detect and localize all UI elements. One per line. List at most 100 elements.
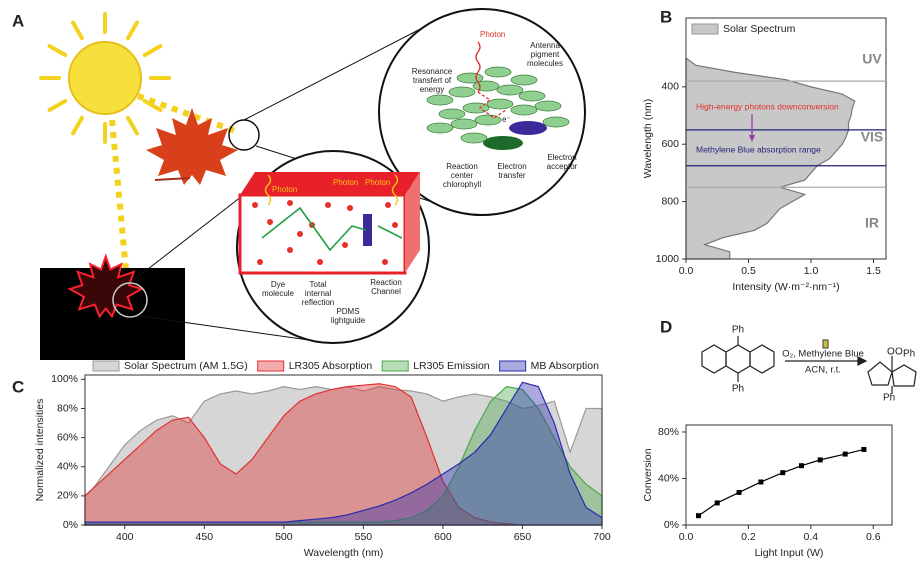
x-tick-label: 0.5 — [741, 265, 756, 277]
x-tick-label: 0.6 — [866, 531, 881, 543]
energy-path — [477, 91, 507, 119]
note: Methylene Blue absorption range — [696, 144, 821, 154]
line — [698, 448, 865, 517]
dye-dot — [287, 247, 293, 253]
label: Reaction Channel — [370, 278, 402, 296]
legend-swatch — [257, 360, 285, 372]
ring — [701, 344, 727, 374]
label: Antenna pigment molecules — [527, 41, 563, 68]
sun-ray — [126, 115, 139, 136]
pigment — [426, 94, 454, 106]
dye-dot — [347, 205, 353, 211]
panel-letter: D — [660, 317, 672, 336]
region-label: IR — [865, 215, 879, 231]
sun-ray — [126, 20, 139, 41]
x-tick-label: 650 — [514, 531, 532, 543]
x-tick-label: 1.0 — [804, 265, 819, 277]
pigment — [510, 74, 538, 86]
legend-label: Solar Spectrum — [723, 23, 796, 35]
sun-ray — [142, 44, 163, 57]
device-leaf — [68, 255, 143, 318]
pigment — [448, 86, 476, 98]
point — [736, 489, 742, 495]
pigment — [460, 132, 488, 144]
plot-frame — [685, 17, 887, 260]
region-label: UV — [862, 51, 882, 67]
sun-ray — [47, 99, 68, 112]
panel-letter: A — [12, 11, 24, 30]
x-tick-label: 700 — [593, 531, 611, 543]
dye-dot — [325, 202, 331, 208]
dye-dot — [317, 259, 323, 265]
conditions: ACN, r.t. — [805, 365, 841, 376]
x-tick-label: 0.2 — [741, 531, 756, 543]
panel-letter: C — [12, 377, 24, 396]
plot-frame — [84, 374, 603, 526]
legend-swatch — [92, 360, 120, 372]
atom: Ph — [903, 349, 915, 360]
dye-dot — [342, 242, 348, 248]
leaf-stem — [154, 177, 191, 181]
y-tick-label: 60% — [57, 431, 78, 443]
pigment — [510, 104, 538, 116]
sun — [39, 12, 171, 144]
label: Resonance transfert of energy — [412, 67, 453, 94]
photon-wave — [391, 174, 399, 206]
x-axis-label: Light Input (W) — [755, 547, 824, 559]
x-tick-label: 400 — [116, 531, 134, 543]
y-tick-label: 20% — [57, 490, 78, 502]
pigment — [426, 122, 454, 134]
x-tick-label: 500 — [275, 531, 293, 543]
reagents: O₂, Methylene Blue — [782, 349, 864, 360]
pigment — [456, 72, 484, 84]
y-tick-label: 80% — [658, 426, 679, 438]
arrowhead — [857, 356, 868, 366]
point — [780, 470, 786, 476]
sun-ray — [142, 99, 163, 112]
note-arrowhead — [749, 135, 755, 142]
zoom-line — [243, 23, 431, 121]
panel-a: A Photon Antenna pigment molecules Resonan… — [12, 8, 586, 360]
x-tick-label: 1.5 — [866, 265, 881, 277]
ring — [891, 364, 917, 387]
bulb — [822, 339, 829, 349]
atom: Ph — [883, 393, 895, 404]
point — [842, 451, 848, 457]
legend-label: LR305 Emission — [413, 360, 490, 372]
pigment — [438, 108, 466, 120]
dye-dot — [382, 259, 388, 265]
pigment — [542, 116, 570, 128]
x-tick-label: 0.4 — [804, 531, 819, 543]
y-tick-label: 400 — [661, 81, 679, 93]
note: High-energy photons downconversion — [696, 101, 839, 111]
light-path — [136, 93, 240, 135]
dye-dot — [267, 219, 273, 225]
light-path — [109, 119, 131, 293]
atom: O — [895, 347, 903, 358]
area — [84, 381, 603, 526]
y-tick-label: 40% — [658, 472, 679, 484]
sun-ray — [47, 44, 68, 57]
x-tick-label: 0.0 — [679, 531, 694, 543]
pigment — [534, 100, 562, 112]
y-tick-label: 600 — [661, 138, 679, 150]
photon-wave — [475, 41, 481, 93]
dye-dot — [252, 202, 258, 208]
maple-leaf — [146, 108, 238, 185]
y-tick-label: 80% — [57, 402, 78, 414]
point — [714, 500, 720, 506]
x-tick-label: 550 — [355, 531, 373, 543]
atom: Ph — [732, 325, 744, 336]
legend-label: MB Absorption — [531, 360, 599, 372]
x-tick-label: 600 — [434, 531, 452, 543]
y-axis-label: Wavelength (nm) — [642, 99, 654, 179]
pigment — [486, 98, 514, 110]
dye-molecules — [252, 200, 398, 265]
dye-dot — [257, 259, 263, 265]
dye-dot — [287, 200, 293, 206]
y-tick-label: 0% — [63, 519, 78, 531]
guide-top — [240, 172, 420, 195]
atom: O — [887, 347, 895, 358]
x-tick-label: 450 — [196, 531, 214, 543]
